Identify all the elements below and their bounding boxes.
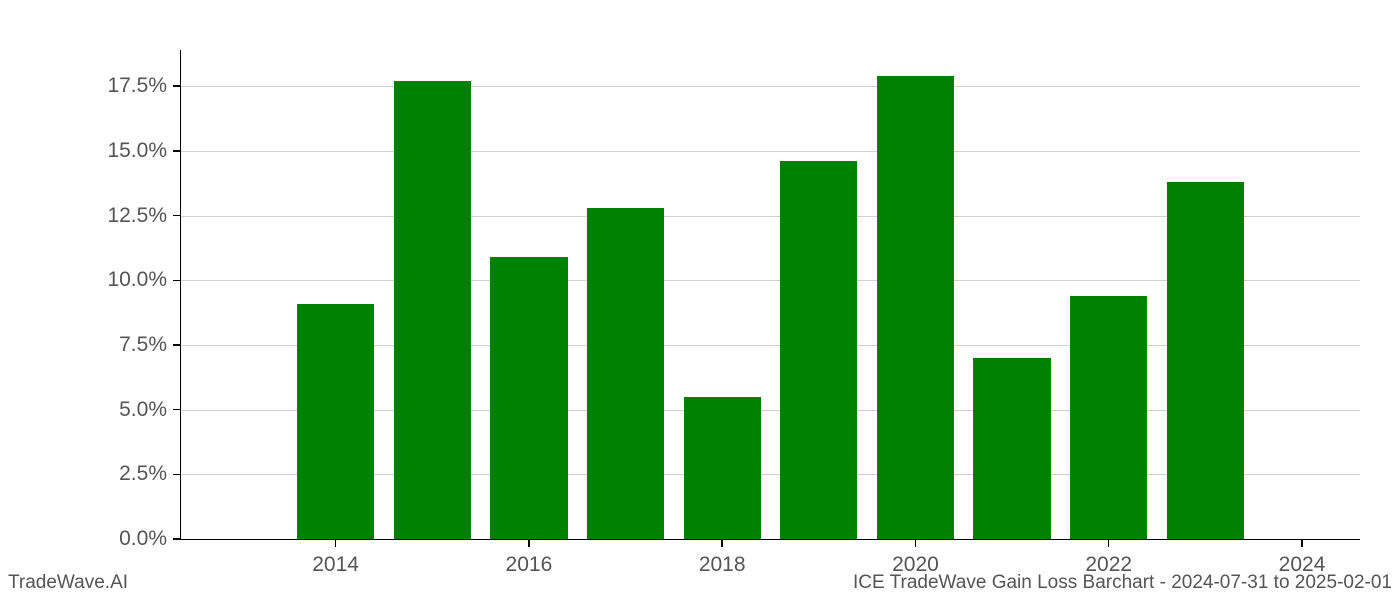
xtick-label: 2016: [506, 539, 553, 577]
plot-area: 0.0%2.5%5.0%7.5%10.0%12.5%15.0%17.5%2014…: [180, 50, 1360, 540]
footer-brand: TradeWave.AI: [8, 572, 128, 594]
bar-2020: [877, 76, 954, 539]
ytick-label: 10.0%: [107, 268, 181, 292]
bar-2019: [780, 161, 857, 539]
bar-2016: [490, 257, 567, 539]
bar-2015: [394, 81, 471, 539]
ytick-label: 12.5%: [107, 204, 181, 228]
bar-2018: [684, 397, 761, 539]
ytick-label: 15.0%: [107, 139, 181, 163]
ytick-label: 7.5%: [119, 333, 181, 357]
ytick-label: 17.5%: [107, 74, 181, 98]
bar-2022: [1070, 296, 1147, 539]
ytick-label: 5.0%: [119, 398, 181, 422]
xtick-label: 2014: [312, 539, 359, 577]
ytick-label: 0.0%: [119, 527, 181, 551]
footer-caption: ICE TradeWave Gain Loss Barchart - 2024-…: [853, 572, 1392, 594]
xtick-label: 2018: [699, 539, 746, 577]
gridline: [181, 151, 1360, 152]
gridline: [181, 86, 1360, 87]
bar-2017: [587, 208, 664, 539]
bar-2023: [1167, 182, 1244, 539]
gain-loss-barchart: 0.0%2.5%5.0%7.5%10.0%12.5%15.0%17.5%2014…: [180, 50, 1360, 540]
bar-2021: [973, 358, 1050, 539]
ytick-label: 2.5%: [119, 462, 181, 486]
bar-2014: [297, 304, 374, 539]
